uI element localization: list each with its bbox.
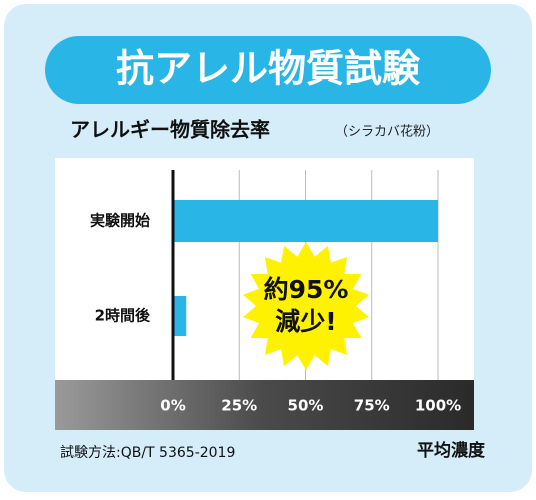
title-pill xyxy=(45,36,491,104)
footnote: 試験方法:QB/T 5365-2019 xyxy=(60,445,235,461)
annotation: 約95% xyxy=(264,275,349,304)
x-axis-label: 平均濃度 xyxy=(417,440,486,461)
x-tick-label: 100% xyxy=(415,397,461,415)
x-tick-label: 50% xyxy=(288,397,324,415)
chart-subtitle: アレルギー物質除去率 xyxy=(70,118,270,142)
subtitle-note: （シラカバ花粉） xyxy=(335,124,439,140)
y-tick-label: 実験開始 xyxy=(90,212,150,230)
annotation: 減少! xyxy=(275,307,336,336)
chart-title: 抗アレル物質試験 xyxy=(116,47,421,91)
x-tick-label: 0% xyxy=(160,397,185,415)
y-tick-label: 2時間後 xyxy=(95,307,151,325)
x-tick-label: 75% xyxy=(354,397,390,415)
axis-band xyxy=(55,380,474,430)
bar xyxy=(173,200,438,242)
starburst xyxy=(243,242,369,370)
plot-area xyxy=(55,158,474,380)
bar xyxy=(173,296,187,336)
x-tick-label: 25% xyxy=(221,397,257,415)
